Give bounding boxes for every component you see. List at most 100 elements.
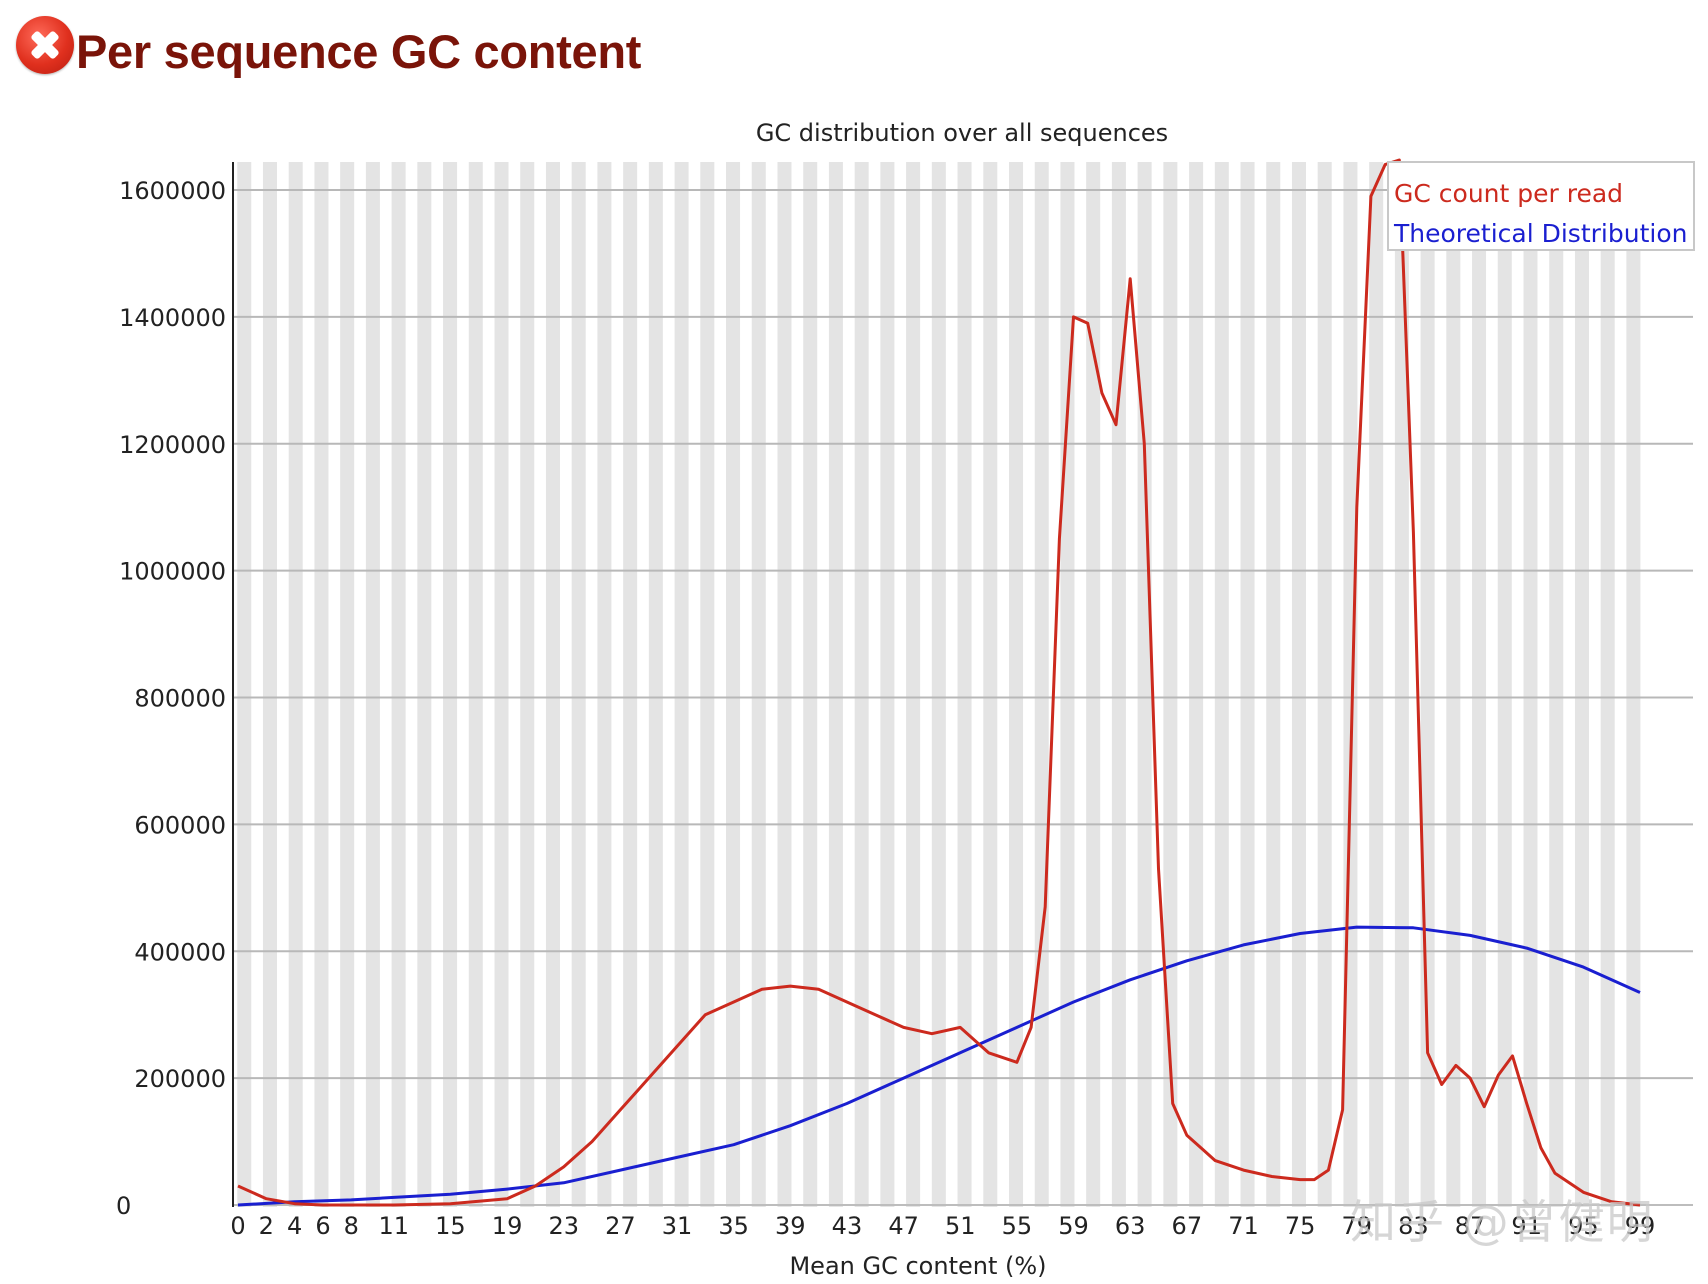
y-tick-label: 1600000 xyxy=(119,177,226,205)
stripe xyxy=(700,162,715,1207)
stripe xyxy=(1497,162,1512,1207)
section-header: Per sequence GC content xyxy=(16,10,641,80)
stripe xyxy=(1060,162,1075,1207)
y-tick-label: 400000 xyxy=(134,938,226,966)
y-axis-tick-labels: 0 200000 400000 600000 800000 1000000 1200000 1… xyxy=(116,177,226,1220)
watermark-text: 知乎 @曾健明 xyxy=(1350,1195,1655,1249)
chart-title: GC distribution over all sequences xyxy=(756,119,1168,147)
gc-count-per-read-line xyxy=(237,158,1641,1207)
stripe xyxy=(906,162,921,1207)
x-axis-tick-labels: 0 2 4 6 8 11 15 19 23 27 31 35 39 43 47 51 55 59 63 67 71 75 7… xyxy=(230,1212,1655,1240)
x-tick-label: 59 xyxy=(1058,1212,1089,1240)
y-tick-label: 1000000 xyxy=(119,558,226,586)
stripe xyxy=(314,162,329,1207)
stripe xyxy=(674,162,689,1207)
x-tick-label: 83 xyxy=(1398,1212,1429,1240)
x-tick-label: 15 xyxy=(435,1212,466,1240)
x-tick-label: 67 xyxy=(1172,1212,1203,1240)
x-tick-label: 0 xyxy=(230,1212,245,1240)
stripe xyxy=(854,162,869,1207)
stripe xyxy=(288,162,303,1207)
stripe xyxy=(1086,162,1101,1207)
stripe xyxy=(1214,162,1229,1207)
x-tick-label: 75 xyxy=(1285,1212,1316,1240)
stripe xyxy=(828,162,843,1207)
stripe xyxy=(1111,162,1126,1207)
x-tick-label: 79 xyxy=(1341,1212,1372,1240)
stripe xyxy=(1523,162,1538,1207)
legend-box xyxy=(1387,161,1695,251)
stripe xyxy=(1574,162,1589,1207)
stripe xyxy=(597,162,612,1207)
x-tick-label: 51 xyxy=(945,1212,976,1240)
stripe xyxy=(1317,162,1332,1207)
x-tick-label: 47 xyxy=(888,1212,919,1240)
stripe xyxy=(1291,162,1306,1207)
stripe xyxy=(1343,162,1358,1207)
x-tick-label: 63 xyxy=(1115,1212,1146,1240)
y-tick-label: 1400000 xyxy=(119,304,226,332)
stripe xyxy=(1626,162,1641,1207)
stripe xyxy=(571,162,586,1207)
stripe xyxy=(803,162,818,1207)
stripe xyxy=(1034,162,1049,1207)
stripe xyxy=(262,162,277,1207)
background-stripes xyxy=(237,162,1641,1207)
stripe xyxy=(1369,162,1384,1207)
stripe xyxy=(931,162,946,1207)
stripe xyxy=(983,162,998,1207)
stripe xyxy=(1472,162,1487,1207)
stripe xyxy=(1600,162,1615,1207)
x-tick-label: 27 xyxy=(605,1212,636,1240)
legend: GC count per read Theoretical Distributi… xyxy=(1387,161,1695,251)
x-tick-label: 55 xyxy=(1002,1212,1033,1240)
y-tick-label: 600000 xyxy=(134,811,226,839)
stripe xyxy=(1163,162,1178,1207)
stripe xyxy=(1394,162,1409,1207)
stripe xyxy=(1446,162,1461,1207)
x-tick-label: 6 xyxy=(315,1212,330,1240)
stripe xyxy=(1137,162,1152,1207)
x-tick-label: 19 xyxy=(492,1212,523,1240)
stripe xyxy=(417,162,432,1207)
stripe xyxy=(1240,162,1255,1207)
stripe xyxy=(648,162,663,1207)
x-tick-label: 71 xyxy=(1228,1212,1259,1240)
stripe xyxy=(545,162,560,1207)
stripe xyxy=(957,162,972,1207)
stripe xyxy=(777,162,792,1207)
x-tick-label: 8 xyxy=(344,1212,359,1240)
x-tick-label: 99 xyxy=(1625,1212,1656,1240)
x-tick-label: 4 xyxy=(287,1212,302,1240)
x-tick-label: 11 xyxy=(379,1212,410,1240)
stripe xyxy=(494,162,509,1207)
stripe xyxy=(1549,162,1564,1207)
legend-item-theoretical: Theoretical Distribution xyxy=(1393,219,1687,248)
y-tick-label: 800000 xyxy=(134,685,226,713)
y-tick-label: 200000 xyxy=(134,1065,226,1093)
stripe xyxy=(391,162,406,1207)
x-axis-label: Mean GC content (%) xyxy=(789,1252,1046,1280)
stripe xyxy=(623,162,638,1207)
stripe xyxy=(443,162,458,1207)
y-tick-label: 0 xyxy=(116,1192,131,1220)
page-title: Per sequence GC content xyxy=(76,24,642,78)
stripe xyxy=(751,162,766,1207)
stripe xyxy=(880,162,895,1207)
x-tick-label: 43 xyxy=(832,1212,863,1240)
theoretical-distribution-line xyxy=(237,925,1641,1207)
stripe xyxy=(340,162,355,1207)
stripe xyxy=(237,162,252,1207)
error-x-icon xyxy=(16,16,74,74)
stripe xyxy=(1266,162,1281,1207)
stripe xyxy=(1189,162,1204,1207)
stripe xyxy=(726,162,741,1207)
legend-item-gc-count: GC count per read xyxy=(1394,179,1623,208)
x-tick-label: 31 xyxy=(662,1212,693,1240)
stripe xyxy=(520,162,535,1207)
x-tick-label: 95 xyxy=(1568,1212,1599,1240)
x-tick-label: 91 xyxy=(1511,1212,1542,1240)
x-tick-label: 87 xyxy=(1455,1212,1486,1240)
stripe xyxy=(468,162,483,1207)
